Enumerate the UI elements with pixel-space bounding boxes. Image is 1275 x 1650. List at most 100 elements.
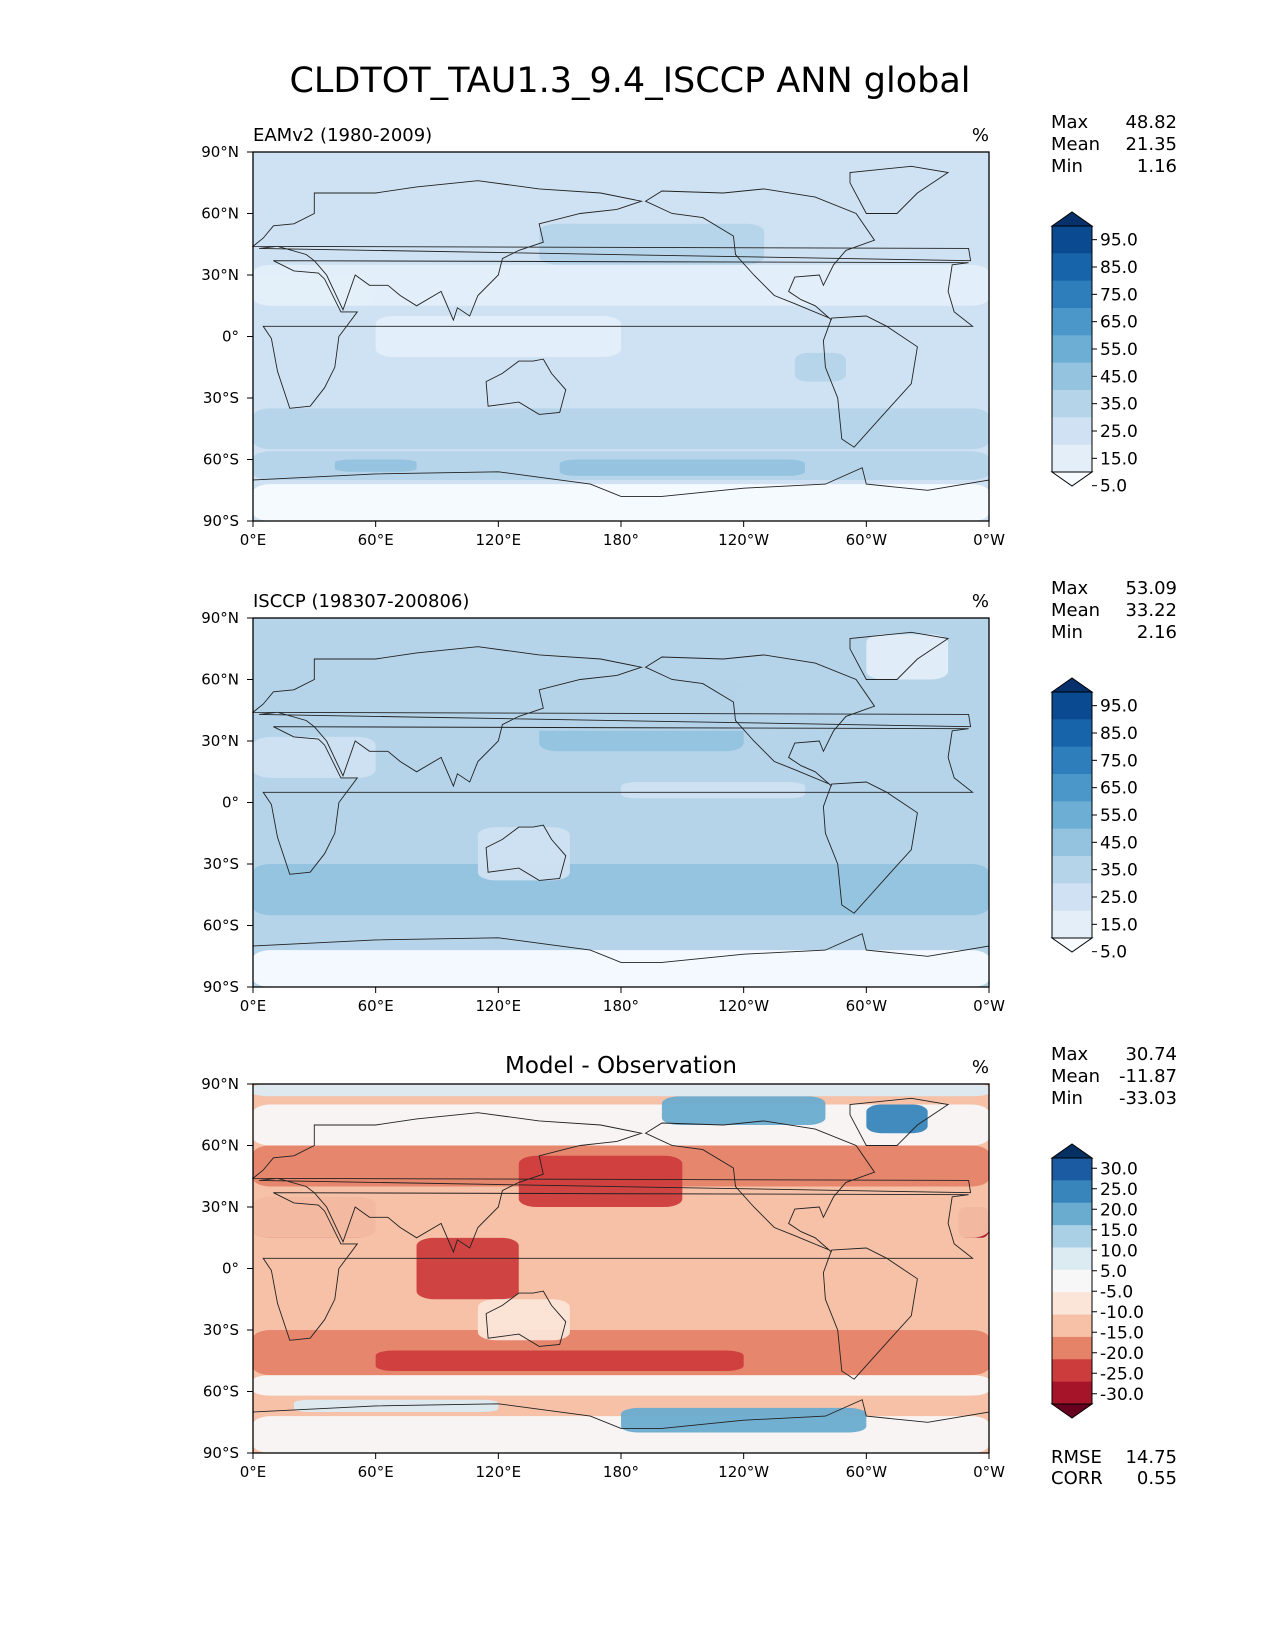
coastline — [644, 188, 876, 321]
y-tick-label: 30°N — [201, 266, 239, 284]
colorbar-label: 15.0 — [1100, 449, 1138, 469]
colorbar-segment — [1052, 719, 1092, 748]
colorbar-extend-top — [1050, 677, 1094, 693]
coastline — [485, 824, 567, 881]
colorbar-label: -15.0 — [1100, 1323, 1144, 1343]
coastline — [644, 654, 876, 787]
x-tick-label: 60°E — [358, 1463, 394, 1481]
colorbar-label: 55.0 — [1100, 340, 1138, 360]
colorbar-label: 25.0 — [1100, 422, 1138, 442]
field-contour — [866, 1104, 928, 1134]
stat-value: -11.87 — [1119, 1066, 1177, 1087]
y-tick-label: 0° — [222, 1260, 239, 1278]
metric-label: RMSE — [1051, 1447, 1102, 1468]
x-tick-label: 120°W — [718, 531, 769, 549]
units-label: % — [972, 1057, 989, 1078]
colorbar-label: 85.0 — [1100, 724, 1138, 744]
stat-label: Mean — [1051, 600, 1100, 621]
field-contour — [253, 1084, 989, 1097]
colorbar-label: 5.0 — [1100, 477, 1127, 497]
colorbar-label: 10.0 — [1100, 1241, 1138, 1261]
colorbar-label: 55.0 — [1100, 806, 1138, 826]
y-tick-label: 90°S — [203, 1444, 239, 1462]
field-contour — [253, 1237, 989, 1330]
units-label: % — [972, 591, 989, 612]
colorbar-segment — [1052, 308, 1092, 336]
stat-value: 33.22 — [1125, 600, 1177, 621]
x-tick-label: 0°E — [240, 531, 267, 549]
x-tick-label: 60°E — [358, 531, 394, 549]
colorbar-label: 45.0 — [1100, 833, 1138, 853]
coastline — [849, 1097, 950, 1146]
field-contour — [518, 1155, 683, 1207]
stat-value: 53.09 — [1125, 578, 1177, 599]
panel-title: ISCCP (198307-200806) — [253, 591, 469, 612]
units-label: % — [972, 125, 989, 146]
colorbar-segment — [1052, 1202, 1092, 1226]
metric-value: 14.75 — [1125, 1447, 1177, 1468]
colorbar-segment — [1052, 280, 1092, 309]
x-tick-label: 120°E — [476, 1463, 522, 1481]
stat-label: Max — [1051, 112, 1089, 133]
colorbar-frame — [1051, 1157, 1093, 1405]
colorbar-segment — [1052, 1158, 1092, 1181]
colorbar-label: 35.0 — [1100, 395, 1138, 415]
colorbar: 30.025.020.015.010.05.0-5.0-10.0-15.0-20… — [1050, 1143, 1144, 1419]
field-contour — [334, 459, 417, 472]
field-contour — [539, 223, 765, 265]
colorbar-segment — [1052, 362, 1092, 391]
coastline — [822, 315, 918, 448]
panel-title: EAMv2 (1980-2009) — [253, 125, 432, 146]
x-tick-label: 180° — [603, 997, 639, 1015]
colorbar-segment — [1052, 335, 1092, 364]
y-tick-label: 30°S — [203, 1321, 239, 1339]
x-tick-label: 60°E — [358, 997, 394, 1015]
panel-observation: ISCCP (198307-200806) % 0°E 60°E 120°E 180°… — [201, 578, 1177, 1015]
colorbar-label: 65.0 — [1100, 313, 1138, 333]
metric-value: 0.55 — [1137, 1468, 1177, 1489]
stat-label: Min — [1051, 1088, 1083, 1109]
colorbar-label: 25.0 — [1100, 1180, 1138, 1200]
x-tick-label: 0°E — [240, 997, 267, 1015]
colorbar-label: 15.0 — [1100, 915, 1138, 935]
field-contour — [253, 736, 376, 778]
colorbar-segment — [1052, 1292, 1092, 1316]
coastline — [644, 1120, 876, 1253]
stat-value: 48.82 — [1125, 112, 1177, 133]
field-contour — [794, 352, 846, 382]
field-contour — [253, 679, 989, 731]
y-tick-label: 0° — [222, 794, 239, 812]
stat-value: 21.35 — [1125, 134, 1177, 155]
field-contour — [253, 915, 989, 946]
y-tick-label: 0° — [222, 328, 239, 346]
y-tick-label: 90°N — [201, 609, 239, 627]
colorbar-label: -10.0 — [1100, 1303, 1144, 1323]
colorbar-label: 75.0 — [1100, 751, 1138, 771]
coastline — [251, 646, 972, 788]
y-tick-label: 60°N — [201, 671, 239, 689]
y-tick-label: 30°N — [201, 1198, 239, 1216]
y-tick-label: 30°S — [203, 855, 239, 873]
x-tick-label: 120°E — [476, 531, 522, 549]
colorbar-label: 15.0 — [1100, 1221, 1138, 1241]
colorbar-label: -25.0 — [1100, 1364, 1144, 1384]
colorbar-segment — [1052, 444, 1092, 473]
colorbar-label: 45.0 — [1100, 367, 1138, 387]
stats-block: Max 30.74 Mean -11.87 Min -33.03 — [1051, 1044, 1177, 1109]
stat-label: Min — [1051, 156, 1083, 177]
panel-difference: Model - Observation % 0°E 60°E 120°E 180° 12… — [201, 1044, 1177, 1489]
colorbar-segment — [1052, 856, 1092, 884]
x-tick-label: 180° — [603, 531, 639, 549]
field-contour — [253, 812, 989, 864]
colorbar-label: 5.0 — [1100, 1262, 1127, 1282]
y-tick-label: 90°N — [201, 1075, 239, 1093]
stat-value: -33.03 — [1119, 1088, 1177, 1109]
colorbar: 95.0 85.0 75.0 65.0 55.0 45.0 35.0 25.0 15.0 5.0 — [1050, 677, 1138, 963]
colorbar-extend-top — [1050, 211, 1094, 227]
colorbar-label: 25.0 — [1100, 888, 1138, 908]
y-tick-label: 60°S — [203, 917, 239, 935]
field-contour — [477, 827, 570, 881]
colorbar-extend-bottom — [1050, 471, 1094, 487]
colorbar-segment — [1052, 692, 1092, 720]
